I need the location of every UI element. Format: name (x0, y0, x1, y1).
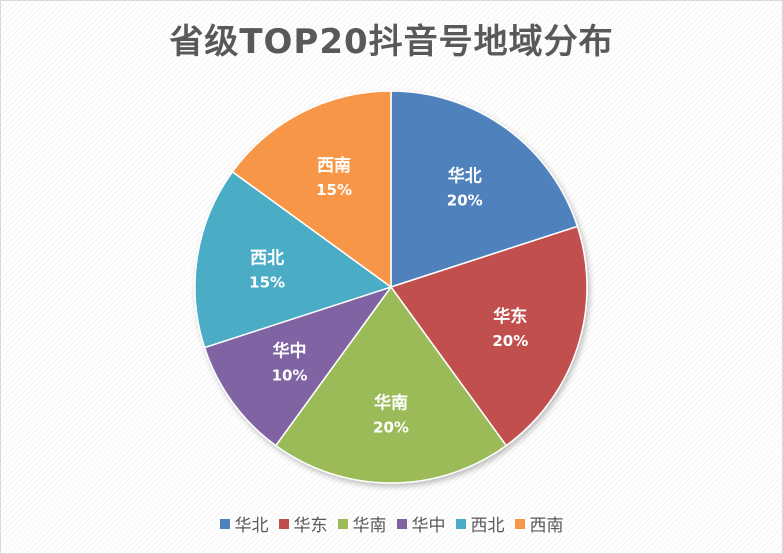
legend-swatch (219, 518, 230, 529)
pie-slice-4 (203, 285, 393, 447)
legend-swatch (337, 518, 348, 529)
legend-item: 华北 (219, 511, 269, 536)
slice-label-category: 华东 (493, 306, 527, 327)
slice-label-value: 15% (316, 181, 352, 199)
legend-item: 华东 (278, 511, 328, 536)
legend-label: 华中 (411, 516, 446, 536)
pie-slice-1 (390, 90, 579, 289)
legend-item: 华南 (337, 511, 387, 536)
legend-swatch (514, 518, 525, 529)
pie-slice-5 (194, 170, 393, 349)
legend-swatch (396, 518, 407, 529)
slice-label-value: 15% (249, 273, 285, 291)
slice-label-category: 华中 (273, 341, 307, 362)
legend-item: 华中 (396, 511, 446, 536)
slice-label-category: 西北 (250, 248, 284, 268)
legend-item: 西北 (455, 511, 505, 536)
pie-slice-3 (274, 285, 508, 484)
slice-label-value: 20% (373, 418, 409, 436)
legend-label: 西南 (529, 516, 564, 536)
legend: 华北 华东 华南 华中 西北 西南 (0, 511, 783, 536)
chart-title: 省级TOP20抖音号地域分布 (169, 22, 614, 62)
slice-label-value: 20% (492, 332, 528, 350)
pie-slice-2 (389, 225, 588, 447)
slice-label-value: 20% (447, 192, 483, 210)
legend-swatch (455, 518, 466, 529)
legend-swatch (278, 518, 289, 529)
legend-item: 西南 (514, 511, 564, 536)
legend-label: 西北 (470, 516, 505, 536)
pie-slice-6 (231, 90, 392, 289)
legend-label: 华南 (352, 516, 387, 536)
legend-label: 华东 (293, 516, 328, 536)
slice-label-value: 10% (272, 367, 308, 385)
legend-label: 华北 (234, 516, 269, 536)
slice-label-category: 华北 (448, 166, 482, 187)
slice-label-category: 西南 (317, 155, 351, 176)
slice-label-category: 华南 (374, 392, 408, 413)
